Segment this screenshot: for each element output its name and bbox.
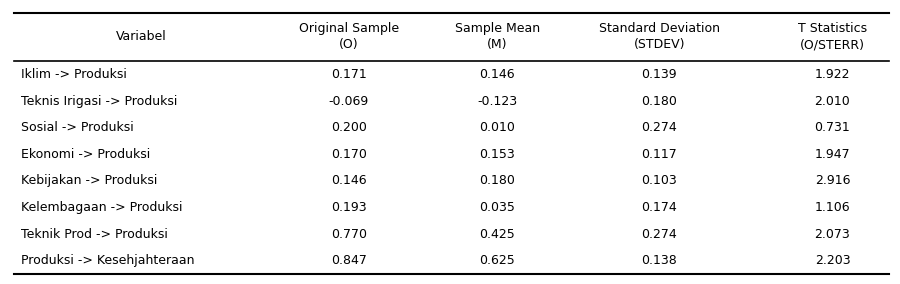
- Text: 0.770: 0.770: [330, 228, 366, 241]
- Text: 2.073: 2.073: [814, 228, 850, 241]
- Text: 0.153: 0.153: [480, 148, 515, 161]
- Text: 0.035: 0.035: [480, 201, 515, 214]
- Text: -0.069: -0.069: [328, 95, 369, 108]
- Text: 0.274: 0.274: [642, 228, 677, 241]
- Text: 0.010: 0.010: [480, 121, 515, 134]
- Text: 0.146: 0.146: [480, 68, 515, 81]
- Text: Teknis Irigasi -> Produksi: Teknis Irigasi -> Produksi: [21, 95, 177, 108]
- Text: 2.916: 2.916: [814, 174, 850, 187]
- Text: Kelembagaan -> Produksi: Kelembagaan -> Produksi: [21, 201, 182, 214]
- Text: Kebijakan -> Produksi: Kebijakan -> Produksi: [21, 174, 157, 187]
- Text: Sosial -> Produksi: Sosial -> Produksi: [21, 121, 133, 134]
- Text: 0.146: 0.146: [331, 174, 366, 187]
- Text: 1.106: 1.106: [814, 201, 850, 214]
- Text: 0.174: 0.174: [642, 201, 677, 214]
- Text: 0.274: 0.274: [642, 121, 677, 134]
- Text: 0.139: 0.139: [642, 68, 677, 81]
- Text: Ekonomi -> Produksi: Ekonomi -> Produksi: [21, 148, 150, 161]
- Text: Original Sample
(O): Original Sample (O): [299, 22, 399, 51]
- Text: 0.425: 0.425: [480, 228, 515, 241]
- Text: 0.193: 0.193: [331, 201, 366, 214]
- Text: 2.203: 2.203: [814, 254, 850, 267]
- Text: 1.947: 1.947: [814, 148, 850, 161]
- Text: Iklim -> Produksi: Iklim -> Produksi: [21, 68, 127, 81]
- Text: Variabel: Variabel: [116, 30, 167, 43]
- Text: 0.171: 0.171: [331, 68, 366, 81]
- Text: T Statistics
(O/STERR): T Statistics (O/STERR): [798, 22, 867, 51]
- Text: 1.922: 1.922: [814, 68, 850, 81]
- Text: 0.625: 0.625: [480, 254, 515, 267]
- Text: Produksi -> Kesehjahteraan: Produksi -> Kesehjahteraan: [21, 254, 194, 267]
- Text: 0.103: 0.103: [642, 174, 677, 187]
- Text: 0.200: 0.200: [331, 121, 366, 134]
- Text: Standard Deviation
(STDEV): Standard Deviation (STDEV): [598, 22, 720, 51]
- Text: Sample Mean
(M): Sample Mean (M): [454, 22, 540, 51]
- Text: 0.117: 0.117: [642, 148, 677, 161]
- Text: 0.138: 0.138: [642, 254, 677, 267]
- Text: 0.180: 0.180: [642, 95, 677, 108]
- Text: 0.847: 0.847: [331, 254, 366, 267]
- Text: 0.170: 0.170: [331, 148, 366, 161]
- Text: 2.010: 2.010: [814, 95, 850, 108]
- Text: Teknik Prod -> Produksi: Teknik Prod -> Produksi: [21, 228, 167, 241]
- Text: 0.180: 0.180: [480, 174, 515, 187]
- Text: 0.731: 0.731: [814, 121, 850, 134]
- Text: -0.123: -0.123: [477, 95, 517, 108]
